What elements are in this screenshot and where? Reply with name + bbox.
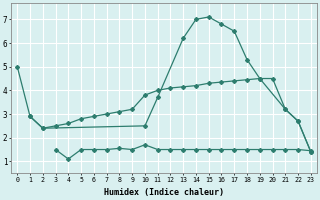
X-axis label: Humidex (Indice chaleur): Humidex (Indice chaleur) <box>104 188 224 197</box>
